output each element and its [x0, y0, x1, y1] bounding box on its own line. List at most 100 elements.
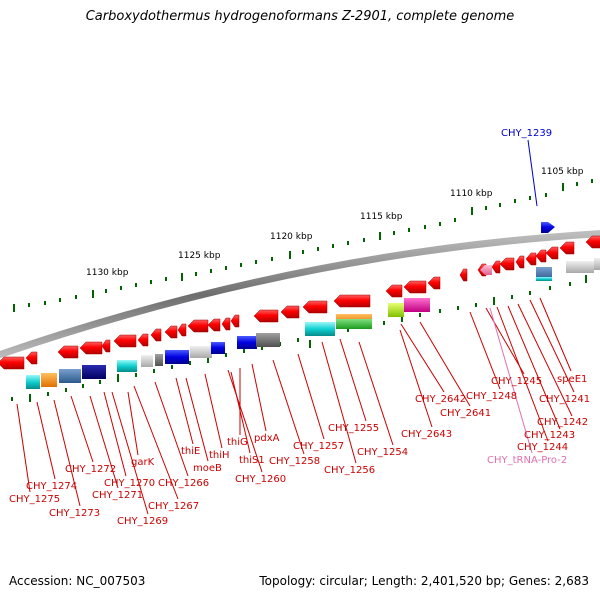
gene-forward-arrow[interactable] [280, 305, 300, 319]
gene-label[interactable]: CHY_1273 [49, 508, 100, 519]
cog-category-box[interactable] [388, 303, 404, 317]
gene-label[interactable]: garK [131, 457, 155, 468]
outer-tick-mark [363, 238, 365, 242]
inner-tick-mark [549, 286, 551, 290]
gene-label[interactable]: CHY_tRNA-Pro-2 [487, 455, 567, 466]
gene-forward-arrow[interactable] [585, 235, 600, 249]
gene-chy-1239[interactable] [541, 222, 555, 233]
cog-category-box[interactable] [536, 277, 552, 281]
gene-forward-arrow[interactable] [187, 319, 209, 333]
cog-category-box[interactable] [190, 346, 212, 358]
gene-label[interactable]: CHY_1270 [104, 478, 155, 489]
cog-category-box[interactable] [305, 322, 335, 336]
gene-label[interactable]: CHY_1245 [491, 376, 542, 387]
gene-forward-arrow[interactable] [403, 280, 427, 294]
gene-label[interactable]: thiG [227, 437, 248, 448]
gene-label[interactable]: CHY_1257 [293, 441, 344, 452]
cog-category-box[interactable] [336, 319, 372, 329]
cog-category-box[interactable] [165, 350, 189, 364]
gene-forward-arrow[interactable] [57, 345, 79, 359]
outer-tick-mark [255, 260, 257, 264]
gene-label[interactable]: CHY_1239 [501, 128, 552, 139]
gene-forward-arrow[interactable] [101, 339, 111, 353]
gene-label[interactable]: CHY_2642 [415, 394, 466, 405]
gene-forward-arrow[interactable] [302, 300, 328, 314]
gene-forward-arrow[interactable] [515, 255, 525, 269]
gene-label[interactable]: speE1 [557, 374, 587, 385]
gene-label[interactable]: CHY_1255 [328, 423, 379, 434]
gene-forward-arrow[interactable] [427, 276, 441, 290]
cog-category-box[interactable] [141, 355, 153, 367]
gene-label[interactable]: CHY_1269 [117, 516, 168, 527]
cog-category-box[interactable] [82, 365, 106, 379]
outer-tick-mark [28, 303, 30, 307]
gene-forward-arrow[interactable] [559, 241, 575, 255]
gene-forward-arrow[interactable] [164, 325, 178, 339]
cog-category-box[interactable] [237, 336, 257, 349]
gene-label[interactable]: CHY_2641 [440, 408, 491, 419]
trna-gene-arrow[interactable] [480, 265, 492, 275]
gene-label[interactable]: CHY_1271 [92, 490, 143, 501]
gene-label[interactable]: CHY_1272 [65, 464, 116, 475]
label-leader-line [469, 311, 501, 390]
gene-label[interactable]: thiE [181, 446, 200, 457]
gene-label[interactable]: CHY_1244 [517, 442, 568, 453]
gene-forward-arrow[interactable] [25, 351, 38, 365]
gene-forward-arrow[interactable] [535, 249, 547, 263]
gene-forward-arrow[interactable] [0, 356, 25, 370]
label-leader-line [111, 391, 149, 515]
gene-label[interactable]: CHY_1260 [235, 474, 286, 485]
gene-label[interactable]: CHY_1267 [148, 501, 199, 512]
gene-label[interactable]: CHY_1241 [539, 394, 590, 405]
cog-category-box[interactable] [155, 354, 163, 366]
cog-category-box[interactable] [26, 375, 40, 389]
gene-forward-arrow[interactable] [545, 246, 559, 260]
gene-label[interactable]: CHY_1248 [466, 391, 517, 402]
cog-category-box[interactable] [536, 267, 552, 280]
gene-label[interactable]: CHY_1254 [357, 447, 408, 458]
outer-tick-mark [347, 241, 349, 245]
cog-category-box[interactable] [594, 258, 600, 270]
gene-forward-arrow[interactable] [221, 317, 231, 331]
gene-forward-arrow[interactable] [207, 318, 221, 332]
cog-category-box[interactable] [211, 342, 225, 354]
gene-forward-arrow[interactable] [525, 252, 537, 266]
gene-label[interactable]: moeB [193, 463, 222, 474]
gene-label[interactable]: CHY_1242 [537, 417, 588, 428]
gene-forward-arrow[interactable] [113, 334, 137, 348]
gene-label[interactable]: CHY_1243 [524, 430, 575, 441]
gene-forward-arrow[interactable] [253, 309, 279, 323]
gene-forward-arrow[interactable] [385, 284, 403, 298]
cog-category-box[interactable] [256, 333, 280, 347]
gene-forward-arrow[interactable] [499, 257, 515, 271]
cog-category-box[interactable] [117, 360, 137, 372]
gene-forward-arrow[interactable] [79, 341, 103, 355]
gene-label[interactable]: thiH [209, 450, 230, 461]
outer-tick-mark [75, 295, 77, 299]
cog-category-box[interactable] [404, 298, 430, 312]
gene-label[interactable]: CHY_1256 [324, 465, 375, 476]
gene-forward-arrow[interactable] [150, 328, 162, 342]
outer-tick-mark [379, 232, 381, 240]
gene-forward-arrow[interactable] [459, 268, 468, 282]
cog-category-box[interactable] [566, 261, 594, 273]
gene-forward-arrow[interactable] [333, 294, 371, 308]
gene-label[interactable]: thiS1 [239, 455, 265, 466]
cog-category-box[interactable] [59, 369, 81, 383]
gene-label[interactable]: CHY_1275 [9, 494, 60, 505]
cog-category-box[interactable] [41, 373, 57, 387]
label-leader-line [517, 303, 573, 417]
gene-forward-arrow[interactable] [230, 314, 240, 328]
gene-label[interactable]: CHY_1274 [26, 481, 77, 492]
accession-label: Accession: NC_007503 [9, 574, 146, 588]
gene-label[interactable]: pdxA [254, 433, 280, 444]
outer-tick-mark [135, 283, 137, 287]
gene-forward-arrow[interactable] [177, 323, 187, 337]
gene-label[interactable]: CHY_2643 [401, 429, 452, 440]
gene-label[interactable]: CHY_1258 [269, 456, 320, 467]
outer-tick-mark [302, 250, 304, 254]
gene-label[interactable]: CHY_1266 [158, 478, 209, 489]
label-leader-line [539, 297, 572, 372]
gene-forward-arrow[interactable] [491, 260, 501, 274]
gene-forward-arrow[interactable] [137, 333, 149, 347]
